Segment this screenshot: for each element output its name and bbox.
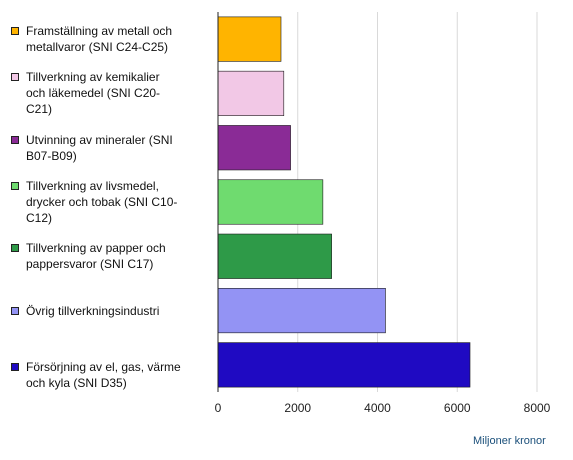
bar: [217, 16, 282, 62]
x-tick-label: 2000: [284, 401, 311, 415]
bar: [217, 70, 285, 116]
bar: [217, 233, 332, 279]
x-tick-label: 0: [215, 401, 222, 415]
x-tick-label: 4000: [364, 401, 391, 415]
x-tick-label: 8000: [524, 401, 551, 415]
bar: [217, 288, 386, 334]
x-axis-label: Miljoner kronor: [473, 435, 546, 447]
bar: [217, 179, 324, 225]
bar: [217, 125, 291, 171]
x-tick-label: 6000: [444, 401, 471, 415]
bar: [217, 342, 471, 388]
